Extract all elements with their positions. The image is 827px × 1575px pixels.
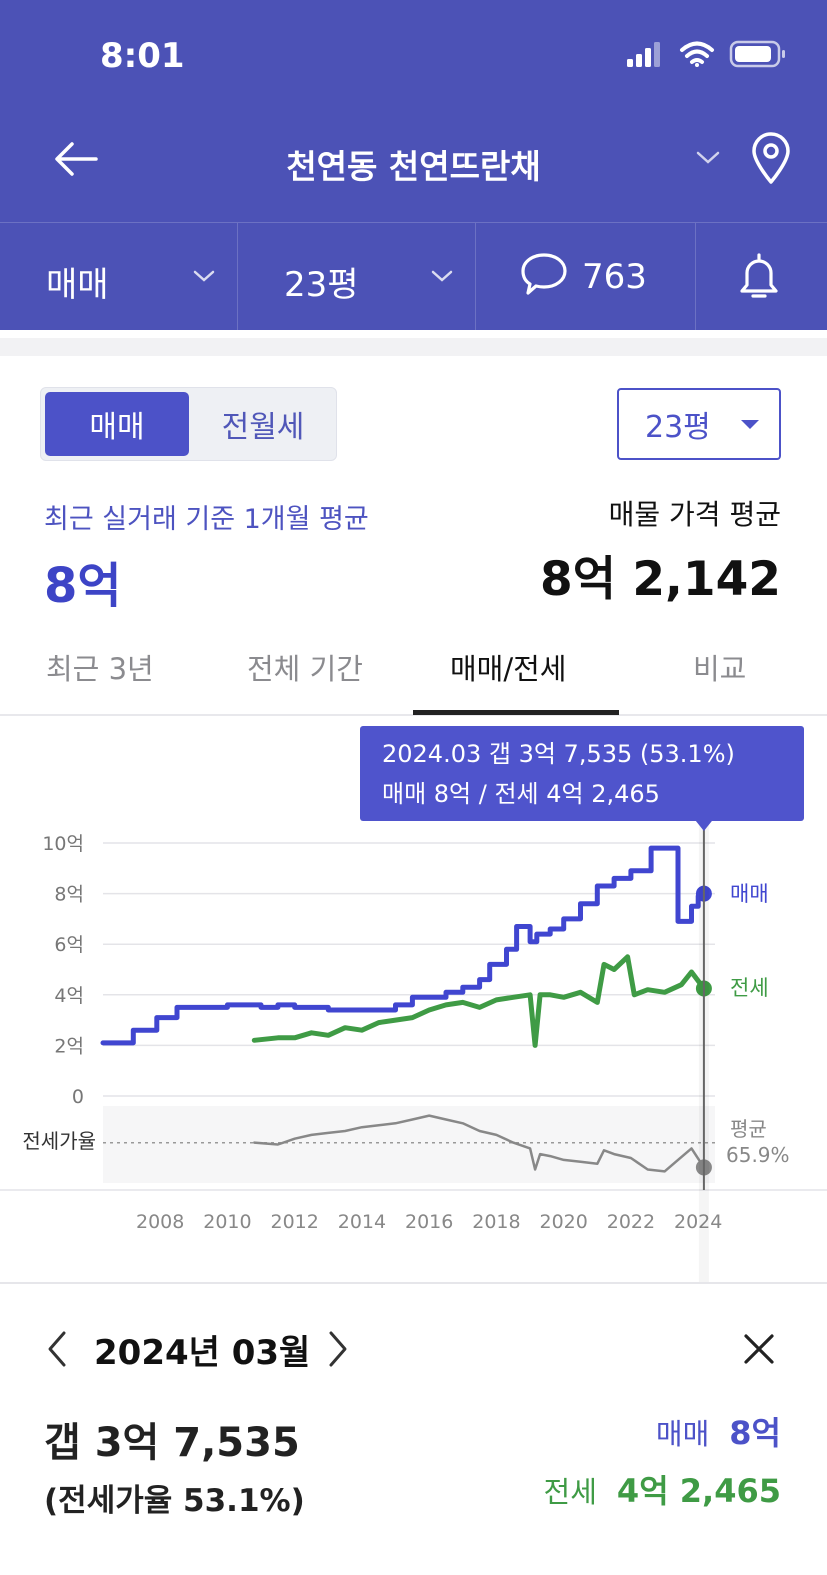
x-tick-label: 2008 (136, 1211, 184, 1233)
chevron-down-icon (431, 270, 453, 282)
size-select[interactable]: 23평 (617, 388, 781, 460)
trade-type-toggle: 매매 전월세 (40, 387, 337, 461)
tab-recent-3-years[interactable]: 최근 3년 (46, 652, 154, 686)
active-tab-indicator (413, 710, 619, 715)
x-tick-label: 2024 (674, 1211, 722, 1233)
x-tick-label: 2016 (405, 1211, 453, 1233)
tooltip-line-2: 매매 8억 / 전세 4억 2,465 (382, 780, 660, 808)
x-tick-label: 2020 (540, 1211, 588, 1233)
selected-month: 2024년 03월 (94, 1333, 311, 1373)
battery-icon (729, 40, 785, 68)
toggle-rent-button[interactable]: 전월세 (221, 410, 305, 445)
jeonse-ratio-line (253, 1114, 706, 1173)
close-icon (744, 1334, 774, 1364)
wifi-icon (680, 41, 714, 67)
price-chart[interactable]: 10억 8억 6억 4억 2억 0 2008 2010 2012 2014 2016 2018 2020… (0, 718, 827, 1283)
gap-value: 갭 3억 7,535 (44, 1420, 300, 1466)
map-pin-icon (752, 132, 790, 184)
ratio-axis-label: 전세가율 (22, 1129, 96, 1153)
comments-count: 763 (582, 257, 647, 297)
app-header: 8:01 (0, 0, 827, 331)
ratio-panel-bg (103, 1106, 715, 1183)
speech-bubble-icon (521, 253, 567, 295)
jeonse-price-value: 4억 2,465 (616, 1472, 781, 1510)
chart-tooltip: 2024.03 갭 3억 7,535 (53.1%) 매매 8억 / 전세 4억… (360, 726, 804, 821)
y-tick-label: 2억 (54, 1035, 84, 1057)
jeonse-price-label: 전세 (543, 1475, 597, 1509)
trade-type-filter[interactable]: 매매 (0, 223, 238, 331)
page-title[interactable]: 천연동 천연뜨란채 (286, 147, 541, 186)
next-month-button[interactable] (325, 1330, 351, 1372)
sale-price-line (100, 845, 707, 1046)
price-chart-svg: 10억 8억 6억 4억 2억 0 2008 2010 2012 2014 2016 2018 2020… (0, 821, 827, 1283)
tab-sale-jeonse[interactable]: 매매/전세 (450, 652, 567, 686)
recent-average-label: 최근 실거래 기준 1개월 평균 (44, 504, 369, 535)
toggle-sale-button[interactable]: 매매 (45, 392, 189, 456)
ratio-average-label: 평균 (730, 1117, 767, 1141)
x-tick-label: 2018 (472, 1211, 520, 1233)
tooltip-pointer (695, 821, 712, 831)
close-button[interactable] (742, 1332, 776, 1370)
y-tick-label: 6억 (54, 934, 84, 956)
bell-icon (740, 253, 778, 298)
tooltip-line-1: 2024.03 갭 3억 7,535 (53.1%) (382, 740, 735, 768)
nav-row: 천연동 천연뜨란채 (0, 110, 827, 220)
sale-price-label: 매매 (655, 1417, 710, 1451)
recent-average-value: 8억 (44, 558, 122, 614)
title-dropdown-button[interactable] (695, 150, 721, 170)
y-tick-label: 0 (72, 1086, 84, 1108)
jeonse-price-row: 전세 4억 2,465 (544, 1466, 781, 1512)
back-button[interactable] (50, 134, 110, 194)
jeonse-ratio-value: (전세가율 53.1%) (44, 1483, 305, 1519)
notification-button[interactable] (696, 223, 827, 331)
x-tick-label: 2022 (607, 1211, 655, 1233)
map-pin-button[interactable] (748, 132, 794, 190)
panel-divider (0, 1282, 827, 1284)
chevron-down-icon (696, 151, 720, 164)
jeonse-price-line (251, 954, 707, 1048)
tab-compare[interactable]: 비교 (693, 652, 747, 686)
x-tick-label: 2012 (270, 1211, 318, 1233)
ratio-average-value: 65.9% (726, 1143, 790, 1167)
sale-price-row: 매매 8억 (656, 1408, 781, 1454)
chevron-right-icon (329, 1331, 347, 1367)
status-icons (625, 40, 787, 68)
comments-button[interactable]: 763 (476, 223, 696, 331)
listing-average-value: 8억 2,142 (540, 552, 781, 607)
listing-average-label: 매물 가격 평균 (608, 498, 781, 531)
y-tick-label: 8억 (54, 884, 84, 906)
area-filter-label: 23평 (284, 265, 359, 305)
section-divider (0, 338, 827, 356)
y-tick-label: 4억 (54, 985, 84, 1007)
status-time: 8:01 (100, 36, 185, 76)
filter-row: 매매 23평 763 (0, 222, 827, 331)
chevron-down-icon (193, 270, 215, 282)
chevron-left-icon (48, 1331, 66, 1367)
status-bar: 8:01 (0, 0, 827, 110)
x-tick-label: 2010 (203, 1211, 251, 1233)
x-tick-label: 2014 (338, 1211, 386, 1233)
prev-month-button[interactable] (44, 1330, 70, 1372)
sale-price-value: 8억 (729, 1414, 781, 1452)
caret-down-icon (741, 420, 759, 429)
area-filter[interactable]: 23평 (238, 223, 476, 331)
y-tick-label: 10억 (42, 833, 84, 855)
signal-icon (627, 42, 660, 67)
tab-all-period[interactable]: 전체 기간 (247, 652, 363, 686)
period-tabs: 최근 3년 전체 기간 매매/전세 비교 (0, 620, 827, 716)
arrow-left-icon (55, 142, 98, 176)
sale-series-label: 매매 (730, 882, 769, 906)
trade-type-label: 매매 (46, 265, 109, 305)
jeonse-series-label: 전세 (730, 976, 769, 1000)
size-select-value: 23평 (645, 410, 711, 445)
